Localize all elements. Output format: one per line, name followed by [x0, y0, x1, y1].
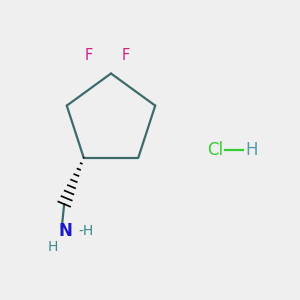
Text: H: H	[245, 141, 258, 159]
Text: N: N	[58, 221, 72, 239]
Text: F: F	[84, 48, 93, 63]
Text: F: F	[121, 48, 130, 63]
Text: Cl: Cl	[207, 141, 223, 159]
Text: H: H	[48, 240, 58, 254]
Text: -H: -H	[78, 224, 93, 238]
